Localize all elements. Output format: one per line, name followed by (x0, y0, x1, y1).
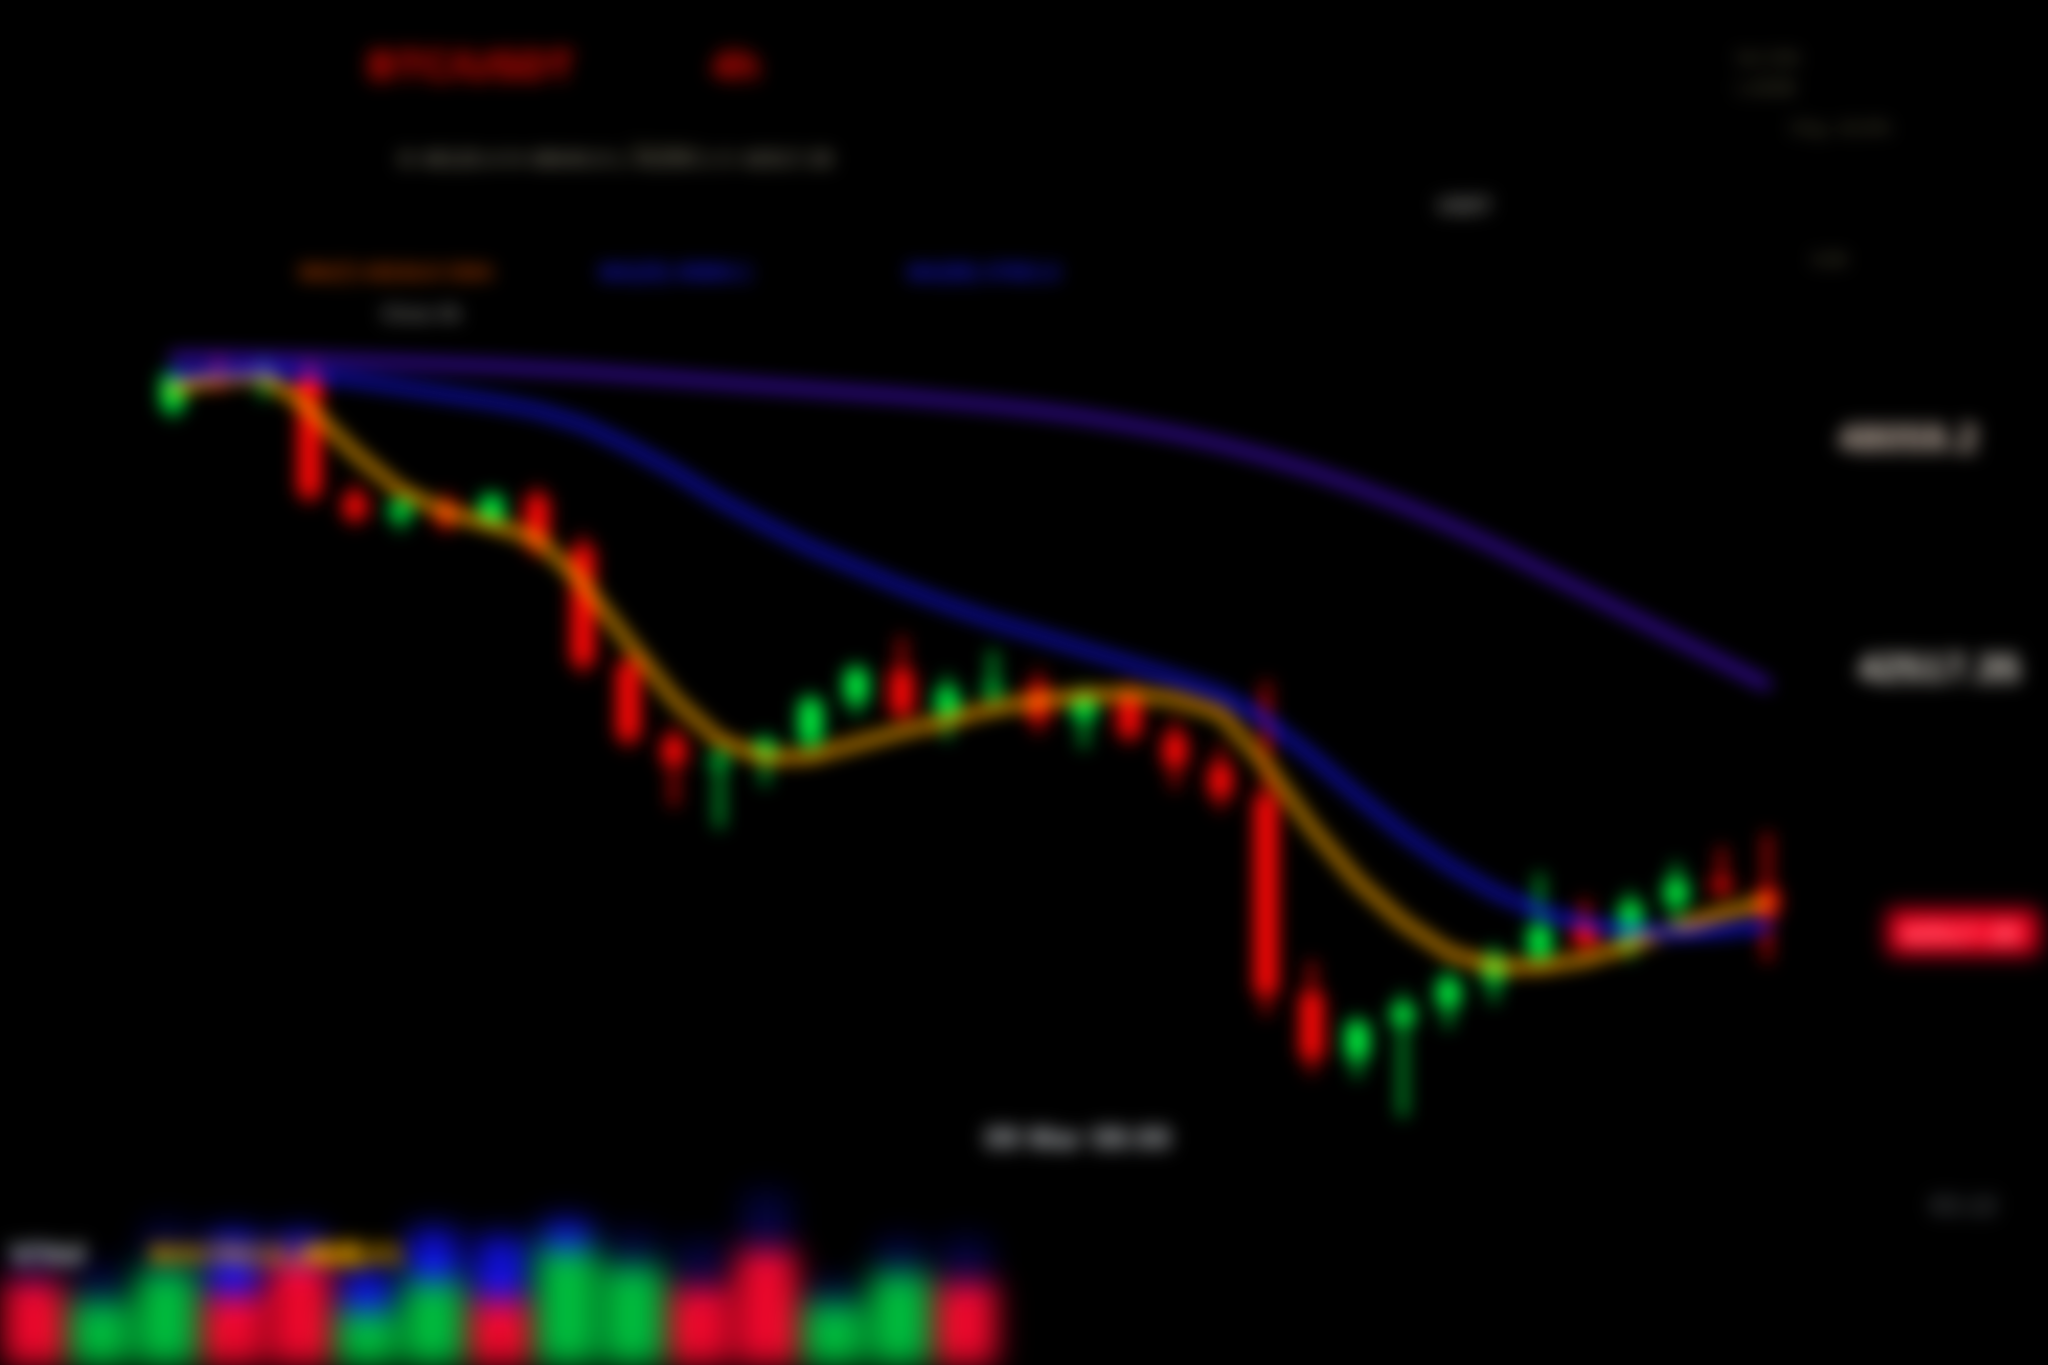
candle-body (1254, 795, 1278, 994)
ma-line (168, 372, 1772, 972)
candle-body (1345, 1023, 1370, 1058)
histogram-bar (276, 1235, 324, 1263)
volume-bar (204, 1290, 263, 1365)
candle-wick (1718, 847, 1725, 898)
bottom-panel-macd-value: -482.61 (300, 1238, 406, 1271)
price-tick-1: 42517.35 (1858, 648, 2021, 690)
volume-bar (537, 1243, 596, 1365)
candle-wick (1536, 874, 1543, 971)
histogram-bar (943, 1236, 990, 1289)
candle-body (798, 701, 823, 743)
candle-body (343, 495, 367, 518)
volume-bar (870, 1271, 930, 1365)
histogram-bar (343, 1271, 390, 1312)
change-24h-value: Chg -10.8% (1790, 118, 1893, 138)
volume-bar (604, 1265, 663, 1365)
candle-body (935, 690, 960, 714)
candle-wick (716, 747, 723, 828)
candle-body (980, 686, 1005, 693)
quote-currency-label: USDT (1438, 196, 1492, 217)
histogram-bar (210, 1232, 257, 1297)
moving-average-series (168, 353, 1772, 972)
histogram-bar (143, 1223, 190, 1276)
legend-ma-slow[interactable]: MA(99) 47901.6 (908, 262, 1060, 284)
price-tick-0: 48059.2 (1838, 418, 1979, 460)
candle-body (1208, 765, 1233, 796)
bottom-panel-macd-label[interactable]: MACD(12,26,9) (150, 1238, 367, 1271)
candle-body (570, 547, 595, 664)
histogram-bar (876, 1237, 924, 1278)
last-price-badge (1888, 910, 2038, 954)
last-price-badge-label: 42517.35 (1900, 918, 2021, 949)
candle-body (1573, 927, 1597, 944)
histogram-bar (410, 1229, 457, 1282)
candle-series (160, 360, 1780, 1117)
time-axis-label: 09 Mar 08:00 (985, 1122, 1172, 1155)
volume-24h-value: 1.284B (1735, 78, 1797, 98)
legend-ema[interactable]: EMA (448, 262, 494, 284)
histogram-bar (476, 1236, 524, 1301)
candle-body (844, 670, 868, 702)
exchange-label: Binance (630, 140, 700, 159)
ma-line (169, 353, 1771, 689)
volume-bar (4, 1281, 63, 1365)
legend-ma-mid[interactable]: MA(25) 45884.1 (600, 262, 752, 284)
volume-bar (137, 1269, 196, 1365)
histogram-bar (76, 1266, 124, 1307)
candle-body (1299, 993, 1324, 1058)
candle-body (707, 758, 732, 765)
histogram-bar (543, 1221, 590, 1250)
histogram-bar (810, 1279, 857, 1308)
ohlc-readout: O 48120.4 H 48640.0 L 41250.1 C 42517.35 (398, 148, 834, 171)
histogram-bar (10, 1259, 57, 1288)
volume-bar (937, 1282, 996, 1365)
volume-bar (470, 1294, 530, 1365)
bottom-panel-white-label: V/Vol (10, 1238, 86, 1271)
histogram-bar (610, 1231, 657, 1272)
ma-line (168, 367, 1772, 937)
candle-wick (1399, 993, 1406, 1117)
axis-corner-label: 03.12 (1930, 1190, 1998, 1220)
candle-body (889, 670, 914, 714)
legend-ma-fast[interactable]: MA(7) 43216.8 (300, 262, 440, 284)
candle-body (662, 738, 686, 764)
candle-body (616, 663, 641, 739)
candle-body (1072, 695, 1096, 719)
candle-wick (670, 726, 677, 807)
candle-body (297, 369, 322, 496)
candle-body (388, 503, 413, 518)
volume-bar (737, 1250, 796, 1365)
volume-bar (804, 1301, 863, 1365)
interval-label[interactable]: 4h (712, 44, 760, 88)
histogram-bar (743, 1192, 790, 1257)
candle-body (1527, 927, 1552, 956)
candle-body (479, 496, 504, 523)
candle-body (1664, 881, 1688, 905)
volume-bar (270, 1257, 330, 1365)
volume-24h-label: Vol 24h (1735, 48, 1802, 68)
candle-body (1709, 881, 1734, 891)
legend-subtitle: Close 4h (382, 304, 462, 324)
histogram-bar (676, 1240, 724, 1293)
candle-body (1163, 734, 1187, 766)
candle-body (1390, 1005, 1415, 1024)
volume-bar (670, 1286, 730, 1365)
volume-bar (337, 1305, 396, 1365)
volume-bar (404, 1275, 463, 1365)
volume-bar (70, 1300, 130, 1365)
candle-wick (989, 651, 996, 714)
candle-body (1436, 980, 1461, 1006)
volume-indicator-panel (0, 1192, 1000, 1365)
candle-body (1117, 695, 1142, 735)
symbol-title[interactable]: BTC/USDT (368, 44, 575, 88)
right-dim-readout: 0.00 (1812, 250, 1848, 269)
